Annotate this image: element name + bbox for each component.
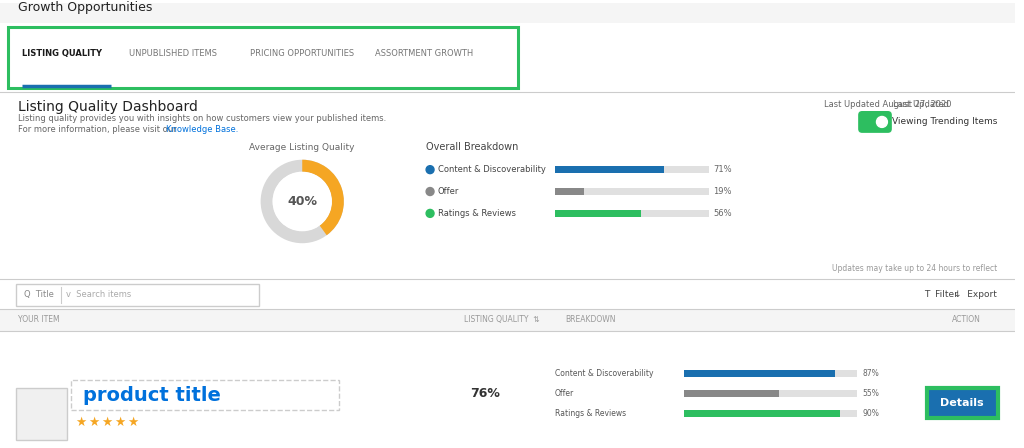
Bar: [684, 390, 857, 397]
Text: Content & Discoverability: Content & Discoverability: [438, 165, 546, 174]
Circle shape: [426, 188, 434, 195]
Text: Overall Breakdown: Overall Breakdown: [426, 142, 518, 152]
Bar: [8, 26, 518, 88]
Text: Updates may take up to 24 hours to reflect: Updates may take up to 24 hours to refle…: [831, 264, 997, 273]
Text: Last Updated August 27, 2020: Last Updated August 27, 2020: [823, 100, 951, 109]
Text: Q  Title: Q Title: [24, 290, 53, 299]
Text: T  Filter: T Filter: [925, 290, 958, 299]
Bar: [684, 410, 840, 417]
Text: UNPUBLISHED ITEMS: UNPUBLISHED ITEMS: [129, 49, 217, 58]
Circle shape: [426, 209, 434, 217]
Text: 55%: 55%: [862, 389, 879, 398]
Text: v  Search items: v Search items: [67, 290, 132, 299]
Text: Average Listing Quality: Average Listing Quality: [250, 143, 355, 152]
Text: 76%: 76%: [471, 387, 501, 400]
Bar: [0, 3, 1015, 22]
Bar: [15, 284, 259, 306]
Text: ASSORTMENT GROWTH: ASSORTMENT GROWTH: [375, 49, 473, 58]
Text: Ratings & Reviews: Ratings & Reviews: [438, 209, 516, 218]
Text: Knowledge Base.: Knowledge Base.: [167, 125, 239, 134]
Bar: [555, 188, 709, 195]
Text: ↓  Export: ↓ Export: [954, 290, 997, 299]
Text: ACTION: ACTION: [952, 315, 981, 324]
Bar: [0, 279, 1015, 309]
Bar: [684, 370, 835, 377]
Text: Listing quality provides you with insights on how customers view your published : Listing quality provides you with insigh…: [17, 114, 386, 123]
Text: LISTING QUALITY  ⇅: LISTING QUALITY ⇅: [464, 315, 540, 324]
Wedge shape: [302, 160, 344, 235]
Text: Viewing Trending Items: Viewing Trending Items: [892, 117, 997, 126]
Text: BREAKDOWN: BREAKDOWN: [565, 315, 615, 324]
Text: Growth Opportunities: Growth Opportunities: [17, 1, 153, 14]
FancyBboxPatch shape: [858, 111, 892, 133]
Text: Ratings & Reviews: Ratings & Reviews: [555, 409, 626, 418]
Bar: [0, 331, 1015, 448]
Text: ★: ★: [88, 416, 99, 429]
Text: Content & Discoverability: Content & Discoverability: [555, 369, 653, 378]
Text: 71%: 71%: [714, 165, 732, 174]
Circle shape: [877, 116, 888, 127]
Bar: [684, 370, 857, 377]
Bar: [0, 309, 1015, 331]
Circle shape: [426, 166, 434, 174]
Bar: [15, 388, 68, 440]
Bar: [0, 92, 1015, 279]
Circle shape: [273, 172, 331, 230]
Bar: [555, 188, 584, 195]
Text: PRICING OPPORTUNITIES: PRICING OPPORTUNITIES: [250, 49, 354, 58]
Text: Listing Quality Dashboard: Listing Quality Dashboard: [17, 100, 198, 114]
Text: ★: ★: [127, 416, 138, 429]
Text: 90%: 90%: [862, 409, 879, 418]
Text: ★: ★: [114, 416, 125, 429]
Bar: [72, 380, 339, 410]
Bar: [0, 22, 1015, 92]
Bar: [555, 166, 709, 173]
Text: Details: Details: [940, 398, 984, 408]
Bar: [684, 410, 857, 417]
Text: For more information, please visit our: For more information, please visit our: [17, 125, 179, 134]
Wedge shape: [261, 160, 344, 243]
Bar: [555, 210, 709, 217]
Text: 19%: 19%: [714, 187, 732, 196]
Text: ★: ★: [76, 416, 87, 429]
Bar: [555, 210, 641, 217]
Text: 56%: 56%: [714, 209, 732, 218]
Text: 87%: 87%: [862, 369, 879, 378]
Text: YOUR ITEM: YOUR ITEM: [17, 315, 59, 324]
Text: Offer: Offer: [438, 187, 460, 196]
Text: ★: ★: [101, 416, 113, 429]
Text: LISTING QUALITY: LISTING QUALITY: [22, 49, 101, 58]
Text: 40%: 40%: [288, 195, 317, 208]
Bar: [555, 166, 664, 173]
Bar: [927, 388, 997, 418]
Text: Offer: Offer: [555, 389, 574, 398]
Text: Last Updated: Last Updated: [893, 100, 951, 109]
Text: product title: product title: [83, 386, 221, 405]
Bar: [684, 390, 779, 397]
